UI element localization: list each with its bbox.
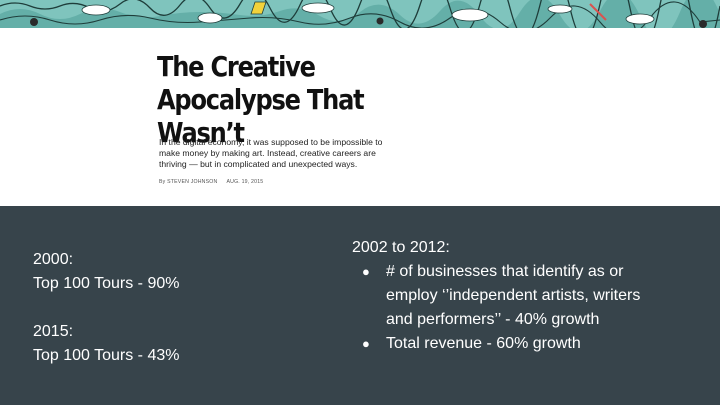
- article-headline: The Creative Apocalypse That Wasn’t: [157, 50, 432, 149]
- bullet-text: # of businesses that identify as or empl…: [386, 263, 641, 328]
- wave-illustration: [0, 0, 720, 28]
- article-dek: In the digital economy, it was supposed …: [159, 137, 383, 169]
- growth-section: 2002 to 2012: ● # of businesses that ide…: [352, 236, 682, 356]
- illustration-banner: [0, 0, 720, 28]
- growth-heading: 2002 to 2012:: [352, 239, 450, 256]
- stat-year: 2015:: [33, 323, 74, 340]
- stat-block-2015: 2015: Top 100 Tours - 43%: [33, 320, 179, 368]
- growth-bullet-list: ● # of businesses that identify as or em…: [352, 260, 682, 356]
- stat-year: 2000:: [33, 251, 74, 268]
- headline-line-1: The Creative: [157, 50, 316, 83]
- byline-author: By STEVEN JOHNSON: [159, 179, 218, 185]
- list-item: ● Total revenue - 60% growth: [352, 332, 682, 356]
- stats-panel: 2000: Top 100 Tours - 90% 2015: Top 100 …: [0, 206, 720, 405]
- bullet-dot-icon: ●: [362, 336, 370, 351]
- stat-value: Top 100 Tours - 43%: [33, 347, 180, 364]
- stat-block-2000: 2000: Top 100 Tours - 90%: [33, 248, 179, 296]
- headline-line-2: Apocalypse That Wasn’t: [157, 83, 365, 149]
- article-byline: By STEVEN JOHNSON AUG. 19, 2015: [159, 179, 263, 185]
- byline-date: AUG. 19, 2015: [226, 179, 264, 185]
- stat-value: Top 100 Tours - 90%: [33, 275, 180, 292]
- list-item: ● # of businesses that identify as or em…: [352, 260, 682, 332]
- article-clipping: The Creative Apocalypse That Wasn’t In t…: [0, 28, 720, 206]
- bullet-dot-icon: ●: [362, 264, 370, 279]
- bullet-text: Total revenue - 60% growth: [386, 335, 581, 352]
